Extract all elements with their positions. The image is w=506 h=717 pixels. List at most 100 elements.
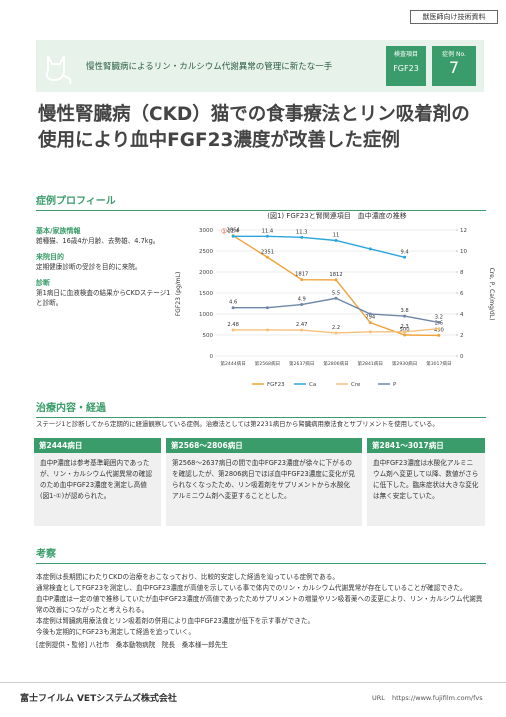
value-label: 3.8 (400, 308, 408, 314)
paragraph: 本症例は腎臓病用療法食とリン吸着剤の併用により血中FGF23濃度が低下を示す事が… (36, 617, 315, 625)
company: 富士フイルム VETシステムズ株式会社 (20, 694, 177, 704)
x-tick-label: 第3017病日 (426, 360, 451, 367)
box-text: 血中P濃度は参考基準範囲内であったが、リン・カルシウム代謝異常の確認のため血中F… (40, 459, 152, 500)
point (403, 255, 407, 259)
profile-label: 診断 (36, 279, 50, 287)
tag: 獣医師向け技術資料 (410, 10, 498, 24)
y-tick-label: 3000 (199, 228, 213, 234)
section-heading: 治療内容・経過 (36, 399, 486, 418)
title-line: 慢性腎臓病（CKD）猫での食事療法とリン吸着剤の (38, 104, 470, 125)
box-text: 血中FGF23濃度は水酸化アルミニウム剤へ変更して以降、数値がさらに低下した。臨… (373, 459, 479, 500)
value-label: 5.5 (332, 290, 340, 296)
url: https://www.fujifilm.com/fvs (392, 694, 483, 702)
value-label: 794 (365, 315, 376, 321)
footer-rule (0, 682, 506, 683)
case-box: 症例 No. 7 (432, 46, 476, 86)
point (334, 296, 338, 300)
value-label: 2351 (261, 249, 274, 255)
value-label: 2.3 (400, 324, 408, 330)
box: 第2568～2806病日第2568～2637病日の間で血中FGF23濃度が徐々に… (166, 438, 362, 526)
case-value: 7 (448, 58, 460, 77)
value-label: 2.2 (332, 325, 340, 331)
profile-text: 第1病日に血液検査の結果からCKDステージ1と診断。 (36, 289, 171, 307)
url-label: URL (372, 694, 385, 702)
x-tick-label: 第2806病日 (323, 360, 348, 367)
value-label: 11 (333, 233, 340, 239)
point (231, 306, 235, 310)
value-label: 11.3 (296, 229, 308, 235)
y2-tick-label: 12 (460, 228, 467, 234)
y-axis-label: FGF23 (pg/mL) (175, 272, 182, 317)
paragraph: 本症例は長期間にわたりCKDの治療をおこなっており、比較的安定した経過を辿ってい… (36, 573, 339, 581)
x-tick-label: 第2930病日 (392, 360, 417, 367)
point (368, 330, 372, 334)
chart: (図1) FGF23と腎関連項目 血中濃度の推移 FGF23 (pg/mL) C… (175, 211, 495, 388)
paragraph: 血中P濃度は一定の値で推移していたが血中FGF23濃度が高値であったためサプリメ… (36, 595, 483, 614)
value-label: 500 (400, 327, 410, 333)
x-tick-label: 第2444病日 (220, 360, 245, 367)
y2-tick-label: 10 (460, 249, 467, 255)
point (403, 333, 407, 337)
point (300, 235, 304, 239)
credit: [症例提供・監修] 八社市 桑本動物病院 院長 桑本様一郎先生 (36, 641, 228, 649)
y-tick-label: 500 (203, 333, 214, 339)
point (368, 247, 372, 251)
profile-text: 定期健康診断の受診を目的に来院。 (36, 263, 142, 271)
value-label: 11.4 (227, 228, 239, 234)
value-label: 11.4 (262, 228, 274, 234)
point (334, 278, 338, 282)
y-tick-label: 2500 (199, 249, 213, 255)
box-text: 第2568～2637病日の間で血中FGF23濃度が徐々に下がるのを確認したが、第… (172, 459, 355, 500)
profile-label: 来院目的 (36, 253, 64, 261)
legend-label: FGF23 (267, 382, 285, 388)
legend-label: P (393, 382, 397, 388)
chart-title: (図1) FGF23と腎関連項目 血中濃度の推移 (267, 211, 407, 220)
profile-label: 基本/家族情報 (36, 227, 81, 235)
case-label: 症例 No. (442, 51, 466, 58)
legend-label: Ca (309, 382, 316, 388)
point (300, 278, 304, 282)
box: 第2444病日 血中P濃度は参考基準範囲内であったが、リン・カルシウム代謝異常の確… (34, 438, 161, 526)
section-heading: 症例プロフィール (36, 192, 486, 211)
box-title: 第2568～2806病日 (166, 438, 362, 453)
value-label: 4.9 (298, 297, 306, 303)
series-line (233, 235, 405, 258)
point (437, 327, 441, 331)
intro: ステージ1と診断してから定期的に経過観察している症例。治療法としては第2231病… (36, 420, 439, 428)
point (300, 303, 304, 307)
y2-tick-label: 0 (460, 354, 464, 360)
box: 第2841～3017病日血中FGF23濃度は水酸化アルミニウム剤へ変更して以降、… (367, 438, 485, 526)
profile-text: 雑種猫、16歳4か月齢、去勢雄、4.7kg。 (36, 237, 160, 245)
y2-tick-label: 8 (460, 270, 464, 276)
point (300, 328, 304, 332)
x-tick-label: 第2637病日 (289, 360, 314, 367)
point (437, 320, 441, 324)
value-label: 1817 (295, 272, 308, 278)
y-tick-label: 2000 (199, 270, 213, 276)
box-title: 第2841～3017病日 (367, 438, 485, 453)
point (403, 314, 407, 318)
point (265, 234, 269, 238)
value-label: 2864 (227, 228, 241, 234)
discussion: 本症例は長期間にわたりCKDの治療をおこなっており、比較的安定した経過を辿ってい… (36, 572, 488, 651)
value-label: 3.2 (435, 314, 443, 320)
title-line: 使用により血中FGF23濃度が改善した症例 (38, 130, 400, 151)
value-label: 490 (434, 327, 444, 333)
value-label: 2.47 (296, 322, 308, 328)
x-tick-label: 第2568病日 (255, 360, 280, 367)
point (403, 330, 407, 334)
y2-tick-label: 4 (460, 312, 464, 318)
point (231, 234, 235, 238)
value-label: 4.6 (229, 300, 237, 306)
value-label: 9.4 (400, 249, 409, 255)
y-tick-label: 1500 (199, 291, 213, 297)
point (334, 331, 338, 335)
item-label: 検査項目 (393, 51, 418, 58)
paragraph: 今後も定期的にFGF23も測定して経過を追っていく。 (36, 628, 196, 636)
profile: 基本/家族情報 雑種猫、16歳4か月齢、去勢雄、4.7kg。 来院目的 定期健康… (36, 226, 171, 308)
section-heading: 考察 (36, 545, 486, 564)
legend-label: Cre (351, 382, 361, 388)
y2-tick-label: 6 (460, 291, 464, 297)
y-tick-label: 0 (210, 354, 214, 360)
